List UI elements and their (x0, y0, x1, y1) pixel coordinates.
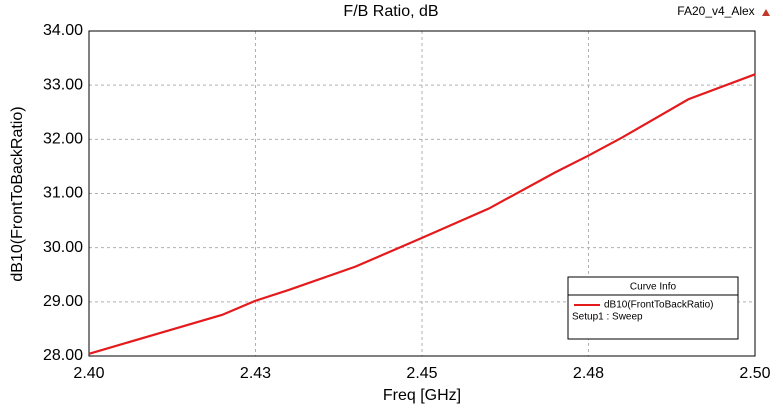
x-axis-label: Freq [GHz] (383, 387, 461, 404)
corner-icon (762, 9, 770, 16)
y-tick-label: 30.00 (43, 239, 83, 256)
legend-title: Curve Info (630, 282, 677, 293)
plot-border (88, 30, 756, 357)
data-line (88, 73, 756, 355)
y-tick-label: 31.00 (43, 185, 83, 202)
legend-setup: Setup1 : Sweep (572, 312, 643, 323)
x-tick-label: 2.45 (406, 365, 437, 382)
y-axis-label: dB10(FrontToBackRatio) (9, 106, 26, 281)
y-tick-label: 33.00 (43, 76, 83, 93)
y-tick-label: 32.00 (43, 131, 83, 148)
x-tick-label: 2.48 (573, 365, 604, 382)
y-tick-label: 29.00 (43, 293, 83, 310)
y-tick-label: 34.00 (43, 22, 83, 39)
x-tick-label: 2.50 (739, 365, 770, 382)
legend-entry: dB10(FrontToBackRatio) (604, 300, 714, 311)
chart-title: F/B Ratio, dB (343, 3, 438, 20)
y-tick-label: 28.00 (43, 347, 83, 364)
chart-subtitle: FA20_v4_Alex (677, 4, 754, 18)
x-tick-label: 2.40 (73, 365, 104, 382)
legend-box (567, 276, 739, 340)
x-tick-label: 2.43 (240, 365, 271, 382)
